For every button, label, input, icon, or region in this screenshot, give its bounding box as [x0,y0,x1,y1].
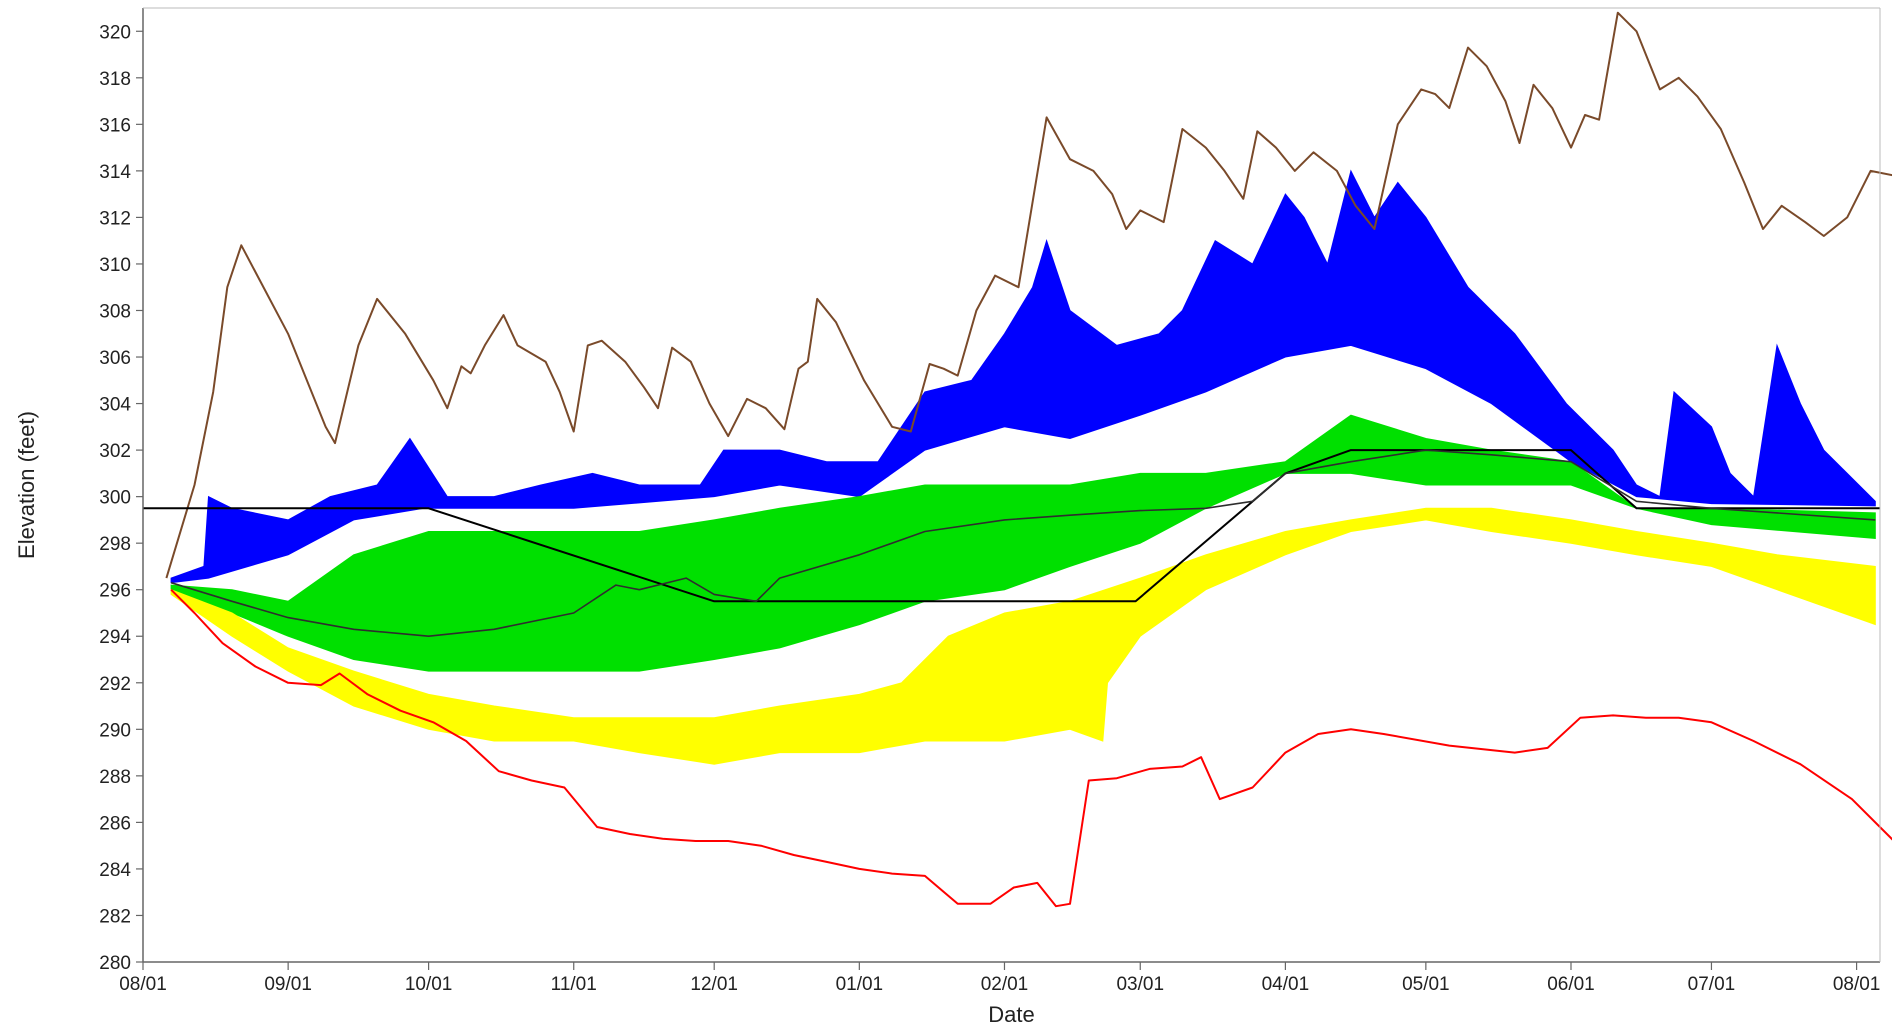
x-tick-label: 09/01 [264,974,312,995]
y-tick-label: 316 [99,115,131,136]
plot-area [143,11,1892,908]
y-tick-label: 286 [99,813,131,834]
y-tick-label: 298 [99,534,131,555]
y-tick-label: 318 [99,69,131,90]
band-yellow [170,507,1876,765]
x-tick-label: 08/01 [1833,974,1881,995]
y-tick-label: 320 [99,22,131,43]
y-tick-label: 284 [99,860,131,881]
x-tick-label: 12/01 [690,974,738,995]
band-green [170,414,1876,672]
series-line-brown [165,11,1892,579]
series-line-dark [170,449,1876,638]
y-tick-label: 308 [99,301,131,322]
y-tick-label: 304 [99,395,131,416]
x-tick-label: 04/01 [1262,974,1310,995]
x-tick-label: 10/01 [405,974,453,995]
axes: 280 282 284 286 288 290 292 294 296 298 300 302 304 3… [99,7,1881,995]
x-tick-label: 08/01 [119,974,167,995]
x-axis-title: Date [988,1002,1034,1027]
y-tick-label: 306 [99,348,131,369]
x-tick-label: 01/01 [836,974,884,995]
y-tick-label: 300 [99,488,131,509]
x-tick-label: 03/01 [1116,974,1164,995]
y-tick-label: 314 [99,162,131,183]
band-blue [170,169,1876,584]
y-tick-label: 282 [99,906,131,927]
x-tick-label: 06/01 [1547,974,1595,995]
x-tick-label: 05/01 [1402,974,1450,995]
x-tick-label: 07/01 [1688,974,1736,995]
y-tick-label: 310 [99,255,131,276]
y-tick-label: 294 [99,627,131,648]
x-tick-label: 11/01 [551,974,597,995]
series-line-red [170,588,1892,908]
y-axis-title: Elevation (feet) [14,411,39,559]
y-tick-label: 280 [99,953,131,974]
y-tick-label: 288 [99,767,131,788]
y-tick-label: 290 [99,720,131,741]
y-tick-label: 302 [99,441,131,462]
y-tick-label: 296 [99,581,131,602]
y-tick-label: 312 [99,208,131,229]
y-tick-label: 292 [99,674,131,695]
x-tick-label: 02/01 [981,974,1029,995]
